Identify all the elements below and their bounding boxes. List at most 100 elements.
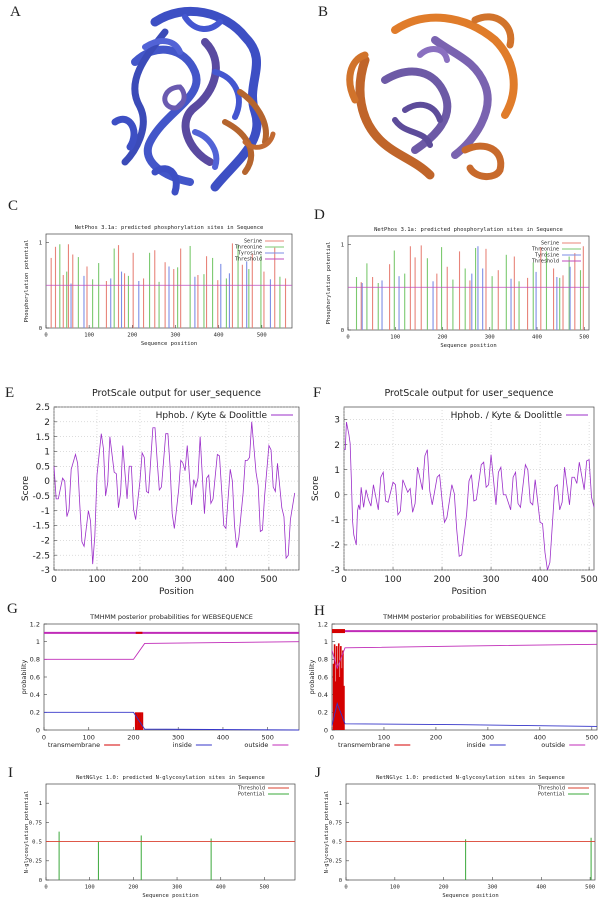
chart-title: ProtScale output for user_sequence: [384, 388, 553, 399]
x-tick-label: 500: [257, 333, 267, 339]
y-tick-label: 0.5: [36, 462, 50, 472]
plot-frame: [53, 406, 300, 571]
legend-label: Hphob. / Kyte & Doolittle: [156, 411, 268, 421]
y-tick-label: 2: [44, 418, 50, 428]
netphos-chart-d: 0 100 200 300 400 500 0 1 NetPhos 3.1a: predicte…: [326, 227, 590, 349]
x-tick-label: 300: [482, 575, 499, 585]
legend-label: Threonine: [532, 247, 559, 253]
legend-label: inside: [173, 741, 192, 749]
y-tick-label: 0: [39, 326, 42, 332]
x-tick-label: 0: [344, 885, 347, 891]
x-tick-label: 400: [214, 333, 224, 339]
x-tick-label: 100: [85, 885, 95, 891]
x-tick-label: 200: [128, 885, 138, 891]
y-tick-label: -2: [331, 541, 340, 551]
x-tick-label: 100: [84, 333, 94, 339]
x-tick-label: 0: [346, 335, 349, 341]
x-tick-label: 400: [217, 734, 229, 742]
x-tick-label: 0: [51, 575, 57, 585]
y-tick-label: 1: [44, 448, 50, 458]
legend-label: Threshold: [235, 257, 262, 263]
legend-label: Potential: [238, 792, 265, 798]
inside-probability-line: [44, 711, 300, 731]
chart-title: NetPhos 3.1a: predicted phosphorylation …: [374, 227, 563, 233]
y-axis-label: probability: [308, 660, 316, 695]
y-tick-label: 0: [334, 491, 340, 501]
x-tick-label: 300: [172, 734, 184, 742]
legend-label: Threshold: [532, 259, 559, 265]
x-tick-label: 400: [532, 335, 542, 341]
x-tick-label: 500: [585, 885, 595, 891]
legend-label: Tyrosine: [238, 251, 262, 257]
y-tick-label: 0.4: [30, 691, 40, 699]
x-tick-label: 200: [439, 885, 449, 891]
y-tick-label: 0: [39, 878, 42, 884]
legend-box: [177, 409, 297, 421]
x-tick-label: 400: [536, 885, 546, 891]
x-tick-label: 100: [83, 734, 95, 742]
y-tick-label: -3: [41, 566, 50, 576]
panel-label-d: D: [314, 207, 325, 223]
x-tick-label: 500: [259, 885, 269, 891]
y-tick-label: 1.2: [30, 620, 40, 628]
legend-label: inside: [466, 741, 485, 749]
y-tick-label: 0: [36, 726, 40, 734]
chart-title: NetPhos 3.1a: predicted phosphorylation …: [75, 225, 264, 231]
x-tick-label: 100: [88, 575, 105, 585]
chart-title: ProtScale output for user_sequence: [92, 388, 261, 399]
x-tick-label: 200: [131, 575, 148, 585]
x-tick-label: 400: [216, 885, 226, 891]
legend-label: Hphob. / Kyte & Doolittle: [451, 411, 563, 421]
x-axis-label: Sequence position: [141, 341, 197, 347]
panel-label-f: F: [313, 385, 322, 401]
panel-label-a: A: [10, 4, 21, 20]
y-tick-label: -2.5: [32, 551, 50, 561]
netnglyc-chart-j: 0 100 200 300 400 500 0 0.25 0.5 0.75 1 NetNGlyc 1.…: [324, 775, 596, 898]
panel-label-j: J: [315, 765, 321, 781]
y-tick-label: 1: [339, 801, 342, 807]
x-tick-label: 400: [531, 575, 548, 585]
y-axis-label: Score: [311, 475, 321, 501]
panel-label-c: C: [8, 198, 19, 214]
y-tick-label: -3: [331, 566, 340, 576]
x-tick-label: 200: [438, 335, 448, 341]
legend-label: Threshold: [538, 786, 565, 792]
ribbon-b: [346, 13, 518, 180]
outside-probability-line: [44, 641, 300, 660]
panel-label-b: B: [318, 4, 329, 20]
panel-label-i: I: [8, 765, 13, 781]
plot-frame: [345, 783, 596, 881]
y-tick-label: -1: [331, 516, 340, 526]
y-axis-label: Score: [21, 475, 31, 501]
protein-structure-b: [346, 13, 518, 180]
protscale-chart-f: 0 100 200 300 400 500 -3 -2 -1 0 1 2 3 ProtScale outp…: [311, 388, 598, 597]
x-tick-label: 100: [390, 335, 400, 341]
tmhmm-chart-h: 0 100 200 300 400 500 0 0.2 0.4 0.6 0.8 1 1.2 TMHMM p…: [308, 613, 598, 749]
legend-label: Potential: [538, 792, 565, 798]
x-tick-label: 0: [330, 734, 334, 742]
plot-frame: [45, 783, 296, 881]
y-tick-label: 0.75: [29, 820, 42, 826]
x-axis-label: Sequence position: [440, 343, 496, 349]
chart-title: TMHMM posterior probabilities for WEBSEQ…: [89, 613, 253, 621]
y-tick-label: 0.75: [329, 820, 342, 826]
y-tick-label: 0: [44, 477, 50, 487]
y-tick-label: -1: [41, 507, 50, 517]
panel-label-g: G: [7, 601, 18, 617]
y-tick-label: 0: [341, 328, 344, 334]
panel-label-e: E: [5, 385, 15, 401]
netphos-chart-c: 0 100 200 300 400 500 0 1 NetPhos 3.1a: predicte…: [24, 225, 293, 347]
x-tick-label: 0: [44, 333, 47, 339]
chart-title: NetNGlyc 1.0: predicted N-glycosylation …: [76, 775, 265, 781]
x-tick-label: 0: [44, 885, 47, 891]
y-tick-label: 1.2: [318, 620, 328, 628]
legend-label: transmembrane: [48, 741, 100, 749]
hydrophobicity-line: [53, 421, 296, 565]
y-tick-label: 0.25: [29, 859, 42, 865]
panel-label-h: H: [314, 603, 325, 619]
transmembrane-top-segment: [135, 631, 143, 634]
y-tick-label: 2.5: [36, 403, 50, 413]
y-tick-label: 0.25: [329, 859, 342, 865]
x-tick-label: 0: [341, 575, 347, 585]
x-tick-label: 200: [127, 734, 139, 742]
